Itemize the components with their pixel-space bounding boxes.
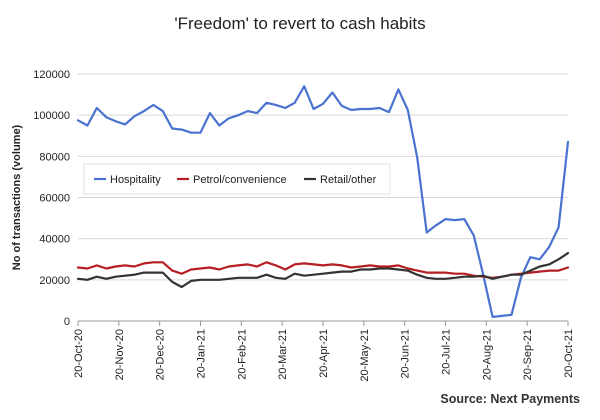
x-tick-label: 20-Apr-21	[318, 329, 330, 378]
y-tick-label: 20000	[39, 275, 70, 287]
y-tick-label: 40000	[39, 234, 70, 246]
series-line-hospitality	[76, 85, 570, 318]
x-tick-label: 20-Aug-21	[481, 329, 493, 380]
y-axis-title: No of transactions (volume)	[11, 124, 23, 270]
series-line-petrol-convenience	[76, 261, 570, 279]
gridlines	[78, 73, 568, 281]
x-tick-label: 20-Sep-21	[522, 329, 534, 380]
x-tick-label: 20-Mar-21	[277, 329, 289, 380]
legend-label: Retail/other	[320, 174, 377, 186]
legend-label: Petrol/convenience	[193, 174, 287, 186]
x-tick-label: 20-Oct-21	[563, 329, 575, 378]
axes: 0 20000 40000 60000 80000 100000 120000 20-Oct-…	[11, 69, 575, 382]
legend-label: Hospitality	[110, 174, 161, 186]
series-line-retail-other	[76, 252, 570, 289]
x-tick-label: 20-Jun-21	[400, 329, 412, 379]
source-note: Source: Next Payments	[440, 392, 580, 406]
y-tick-label: 100000	[33, 110, 70, 122]
chart-title: 'Freedom' to revert to cash habits	[174, 14, 426, 33]
y-tick-label: 0	[64, 316, 70, 328]
y-tick-label: 80000	[39, 151, 70, 163]
series-lines	[76, 85, 570, 318]
x-tick-label: 20-Dec-20	[155, 329, 167, 380]
x-tick-label: 20-Jan-21	[196, 329, 208, 379]
y-tick-label: 120000	[33, 69, 70, 81]
x-tick-label: 20-Jul-21	[441, 329, 453, 375]
x-tick-label: 20-Nov-20	[114, 329, 126, 380]
x-tick-label: 20-Feb-21	[236, 329, 248, 380]
x-tick-label: 20-May-21	[359, 329, 371, 382]
y-tick-label: 60000	[39, 193, 70, 205]
x-tick-label: 20-Oct-20	[73, 329, 85, 378]
legend: Hospitality Petrol/convenience Retail/othe…	[83, 163, 391, 195]
legend-box	[83, 163, 391, 195]
